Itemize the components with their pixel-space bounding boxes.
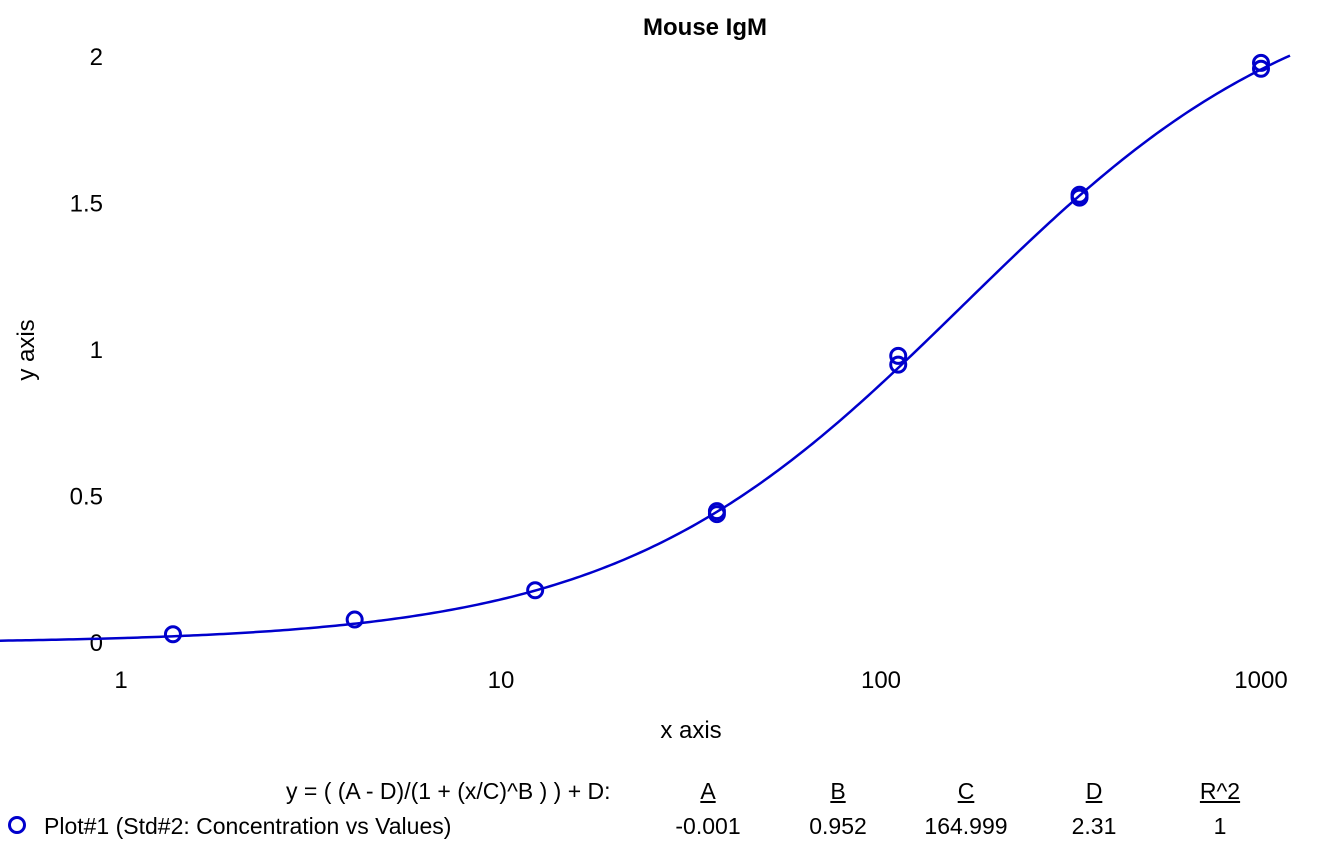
y-axis-label: y axis [13,319,40,380]
x-tick-label: 1 [114,667,127,694]
y-tick-label: 0 [90,630,103,657]
legend-marker-icon [8,816,26,834]
param-header-r2: R^2 [1199,778,1241,804]
param-header-a: A [700,778,716,804]
y-tick-label: 1 [90,337,103,364]
param-header-c: C [957,778,975,804]
legend: y = ( (A - D)/(1 + (x/C)^B ) ) + D: A B … [0,770,1326,857]
x-tick-labels: 1 10 100 1000 [114,667,1287,694]
data-point [889,346,908,365]
chart-title: Mouse IgM [643,14,767,41]
y-tick-label: 0.5 [70,484,103,511]
data-point [1252,59,1270,78]
param-value-d: 2.31 [1071,813,1117,839]
y-tick-label: 1.5 [70,191,103,218]
chart: Mouse IgM 0 0.5 1 1.5 2 1 10 100 1000 x axis y … [0,14,1291,744]
param-header-d: D [1085,778,1103,804]
y-tick-labels: 0 0.5 1 1.5 2 [70,44,103,657]
param-value-r2: 1 [1213,813,1227,839]
x-tick-label: 1000 [1234,667,1287,694]
data-point [163,625,182,644]
data-point [526,581,545,600]
data-point [1070,188,1089,207]
fit-equation: y = ( (A - D)/(1 + (x/C)^B ) ) + D: [286,778,611,804]
data-point [1252,53,1270,72]
data-point [707,505,726,524]
fit-curve [0,54,1291,642]
legend-series-label: Plot#1 (Std#2: Concentration vs Values) [44,813,452,839]
param-value-a: -0.001 [675,813,741,839]
x-tick-label: 100 [861,667,901,694]
x-tick-label: 10 [488,667,515,694]
param-header-b: B [830,778,846,804]
data-points [163,53,1270,644]
x-axis-label: x axis [660,717,721,744]
data-point [889,355,908,374]
y-tick-label: 2 [90,44,103,71]
param-value-b: 0.952 [809,813,867,839]
data-point [345,610,364,629]
param-value-c: 164.999 [924,813,1008,839]
